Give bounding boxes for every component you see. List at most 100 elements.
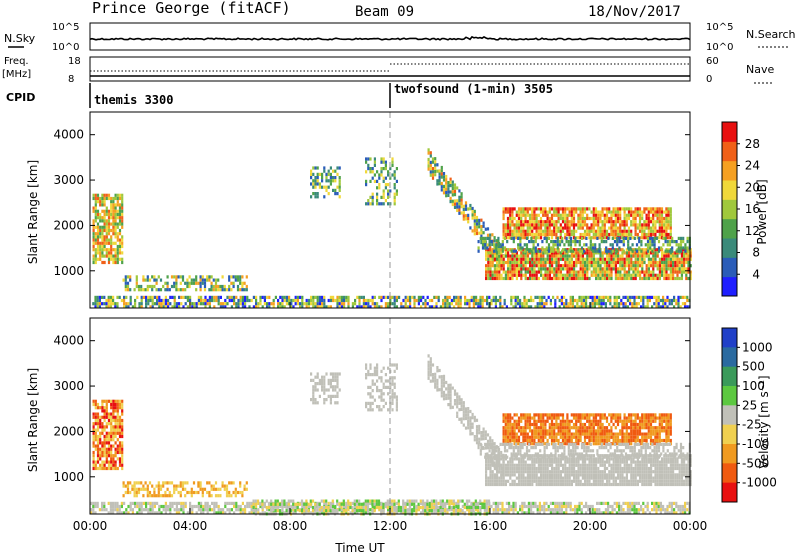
heatmap-cell bbox=[583, 220, 587, 224]
heatmap-cell bbox=[621, 232, 624, 237]
heatmap-cell bbox=[179, 288, 182, 292]
heatmap-cell bbox=[181, 481, 185, 485]
heatmap-cell bbox=[453, 402, 457, 406]
heatmap-cell bbox=[201, 281, 204, 285]
heatmap-cell bbox=[576, 508, 579, 512]
heatmap-cell bbox=[274, 295, 277, 299]
heatmap-cell bbox=[610, 220, 613, 224]
heatmap-cell bbox=[103, 438, 106, 442]
heatmap-cell bbox=[604, 508, 607, 512]
heatmap-cell bbox=[327, 179, 330, 183]
heatmap-cell bbox=[641, 251, 644, 255]
heatmap-cell bbox=[475, 295, 478, 299]
heatmap-cell bbox=[116, 415, 119, 419]
heatmap-cell bbox=[480, 218, 483, 222]
heatmap-cell bbox=[241, 511, 244, 515]
heatmap-cell bbox=[513, 429, 516, 433]
heatmap-cell bbox=[112, 501, 115, 505]
heatmap-cell bbox=[98, 302, 101, 306]
heatmap-cell bbox=[666, 305, 669, 309]
heatmap-cell bbox=[112, 466, 115, 471]
heatmap-cell bbox=[571, 508, 574, 512]
heatmap-cell bbox=[636, 210, 639, 214]
nsearch-tick-low: 10^0 bbox=[706, 42, 733, 53]
heatmap-cell bbox=[118, 425, 122, 429]
heatmap-cell bbox=[600, 501, 603, 505]
heatmap-cell bbox=[631, 504, 634, 509]
heatmap-cell bbox=[467, 410, 470, 414]
heatmap-cell bbox=[140, 501, 143, 505]
heatmap-cell bbox=[96, 248, 100, 252]
heatmap-cell bbox=[189, 501, 192, 505]
heatmap-cell bbox=[121, 444, 124, 448]
heatmap-cell bbox=[237, 508, 240, 512]
heatmap-cell bbox=[678, 264, 681, 268]
heatmap-cell bbox=[683, 264, 686, 268]
heatmap-cell bbox=[192, 481, 196, 485]
heatmap-cell bbox=[429, 379, 432, 383]
heatmap-cell bbox=[500, 260, 503, 265]
heatmap-cell bbox=[591, 305, 594, 309]
heatmap-cell bbox=[524, 432, 527, 436]
heatmap-cell bbox=[553, 276, 556, 281]
heatmap-cell bbox=[110, 412, 113, 416]
heatmap-cell bbox=[129, 275, 132, 279]
heatmap-cell bbox=[490, 302, 493, 306]
heatmap-cell bbox=[144, 481, 147, 485]
heatmap-cell bbox=[629, 298, 632, 303]
heatmap-cell bbox=[459, 295, 462, 299]
heatmap-cell bbox=[140, 305, 143, 309]
heatmap-cell bbox=[591, 298, 594, 303]
heatmap-cell bbox=[110, 415, 113, 419]
heatmap-cell bbox=[467, 217, 470, 221]
heatmap-cell bbox=[515, 229, 518, 233]
heatmap-cell bbox=[667, 216, 670, 221]
heatmap-cell bbox=[557, 216, 560, 221]
heatmap-cell bbox=[584, 251, 587, 255]
heatmap-cell bbox=[433, 295, 436, 299]
heatmap-cell bbox=[592, 207, 595, 211]
heatmap-cell bbox=[384, 379, 387, 383]
heatmap-cell bbox=[590, 210, 593, 214]
heatmap-cell bbox=[118, 222, 122, 226]
heatmap-cell bbox=[112, 415, 115, 419]
heatmap-cell bbox=[101, 216, 104, 220]
heatmap-cell bbox=[221, 275, 224, 279]
heatmap-cell bbox=[153, 295, 156, 299]
heatmap-cell bbox=[537, 207, 540, 211]
heatmap-cell bbox=[527, 305, 530, 309]
heatmap-cell bbox=[239, 508, 242, 512]
heatmap-cell bbox=[669, 229, 672, 233]
heatmap-cell bbox=[594, 216, 598, 221]
heatmap-cell bbox=[110, 216, 113, 220]
heatmap-cell bbox=[448, 305, 451, 309]
heatmap-cell bbox=[524, 264, 527, 268]
heatmap-cell bbox=[371, 167, 374, 171]
heatmap-cell bbox=[393, 376, 396, 380]
heatmap-cell bbox=[208, 275, 211, 279]
heatmap-cell bbox=[610, 267, 613, 271]
heatmap-cell bbox=[520, 260, 523, 265]
heatmap-cell bbox=[528, 422, 532, 427]
heatmap-cell bbox=[608, 207, 611, 211]
heatmap-cell bbox=[551, 276, 554, 281]
heatmap-cell bbox=[625, 216, 628, 221]
heatmap-cell bbox=[164, 305, 167, 309]
heatmap-cell bbox=[581, 220, 584, 224]
heatmap-cell bbox=[219, 508, 222, 512]
heatmap-cell bbox=[395, 401, 398, 405]
heatmap-cell bbox=[248, 298, 251, 303]
heatmap-cell bbox=[645, 251, 648, 255]
heatmap-cell bbox=[376, 405, 379, 409]
heatmap-cell bbox=[583, 229, 587, 233]
heatmap-cell bbox=[94, 209, 97, 213]
heatmap-cell bbox=[606, 276, 609, 281]
heatmap-cell bbox=[647, 213, 650, 217]
heatmap-cell bbox=[225, 487, 229, 491]
heatmap-cell bbox=[177, 490, 180, 495]
heatmap-cell bbox=[555, 232, 558, 237]
heatmap-cell bbox=[121, 422, 124, 426]
heatmap-cell bbox=[94, 399, 97, 403]
heatmap-cell bbox=[103, 450, 106, 455]
